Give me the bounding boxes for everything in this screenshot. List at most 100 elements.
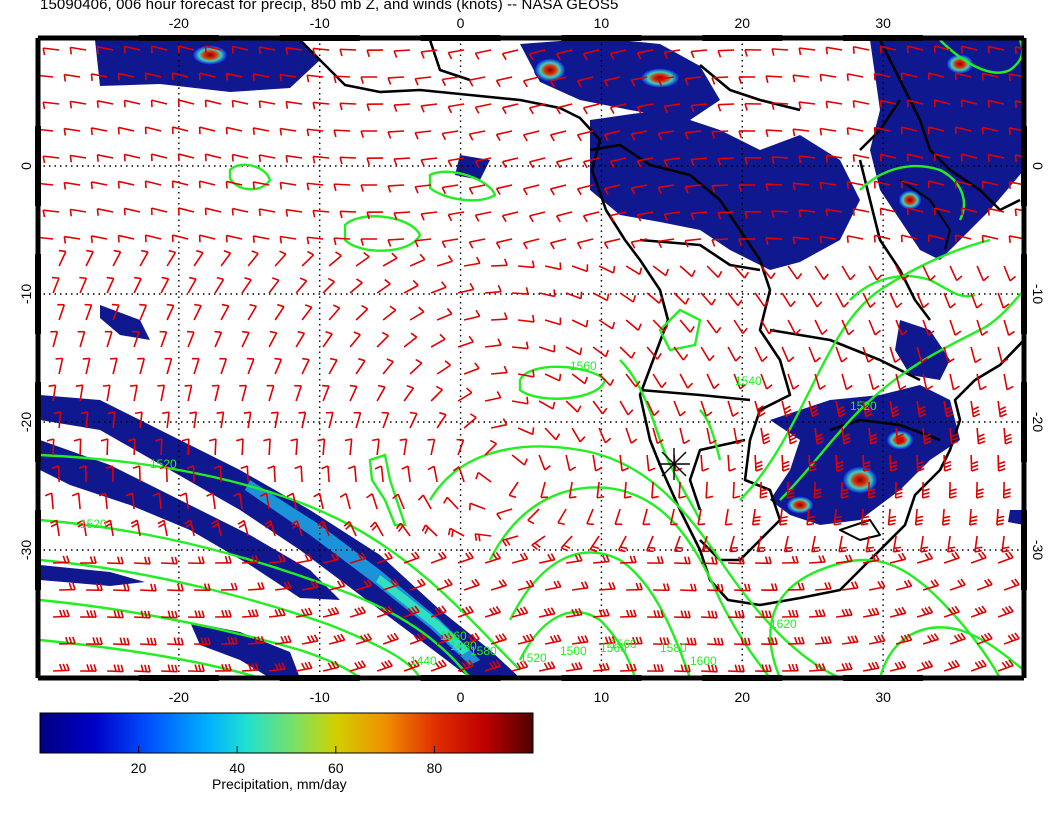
wind-barb (862, 553, 880, 564)
wind-barb (269, 554, 286, 564)
wind-barb (269, 662, 286, 672)
wind-barb (609, 157, 627, 168)
wind-barb (231, 45, 249, 54)
wind-barb (382, 305, 397, 321)
wind-barb (663, 103, 681, 113)
wind-barb (970, 551, 987, 564)
wind-barb (421, 524, 438, 537)
wind-barb (771, 102, 789, 110)
wind-barb (447, 103, 465, 114)
wind-barb (393, 157, 411, 166)
colorbar-tick-label: 60 (328, 760, 344, 776)
wind-barb (690, 49, 708, 59)
wind-barb (243, 411, 252, 429)
wind-barb (732, 481, 741, 499)
wind-barb (1025, 606, 1040, 617)
wind-barb (1031, 374, 1040, 390)
wind-barb (215, 555, 232, 564)
wind-barb (161, 610, 178, 619)
contour-label: 1580 (660, 641, 687, 655)
wind-barb (819, 181, 837, 190)
wind-barb (943, 346, 955, 364)
wind-barb (865, 535, 874, 553)
wind-barb (781, 400, 793, 418)
wind-barb (836, 662, 853, 672)
wind-barb (700, 292, 717, 306)
wind-barb (949, 427, 959, 445)
wind-barb (700, 454, 710, 472)
wind-barb (214, 276, 225, 294)
wind-barb (285, 46, 303, 55)
wind-barb (544, 580, 562, 591)
wind-barb (679, 373, 694, 389)
wind-barb (701, 535, 711, 553)
wind-barb (754, 346, 768, 362)
wind-barb (711, 76, 729, 85)
wind-barb (100, 438, 109, 456)
wind-barb (916, 400, 927, 418)
wind-barb (96, 46, 114, 54)
wind-barb (220, 250, 232, 267)
wind-barb (572, 581, 589, 591)
wind-barb (528, 49, 546, 61)
wind-barb (531, 535, 546, 551)
wind-barb (879, 45, 897, 54)
latitude-labels-right: 0 -10 -20 -30 (1030, 162, 1046, 560)
wind-barb (322, 660, 340, 672)
wind-barb (381, 411, 390, 429)
wind-barb (225, 180, 243, 189)
wind-barb (215, 663, 232, 672)
wind-barb (113, 583, 130, 592)
wind-barb (117, 126, 135, 135)
latitude-label: -30 (18, 540, 34, 560)
wind-barb (436, 307, 453, 321)
wind-barb (792, 128, 810, 137)
wind-barb (271, 411, 279, 429)
wind-barb (417, 494, 432, 510)
wind-barb (387, 238, 405, 247)
wind-barb (279, 235, 297, 244)
wind-barb (123, 99, 141, 108)
wind-barb (680, 583, 697, 592)
wind-barb (879, 153, 897, 162)
wind-barb (420, 157, 438, 167)
wind-barb (603, 130, 621, 142)
wind-barb (873, 126, 891, 135)
wind-barb (457, 659, 474, 672)
wind-barb (846, 181, 864, 189)
wind-barb (759, 481, 768, 499)
wind-barb (603, 184, 621, 196)
wind-barb (997, 659, 1014, 672)
wind-barb (468, 130, 486, 141)
wind-barb (701, 610, 718, 619)
wind-barb (916, 660, 934, 672)
wind-barb (841, 427, 851, 445)
wind-barb (652, 427, 664, 445)
wind-barb (409, 632, 426, 645)
wind-barb (322, 330, 333, 348)
wind-barb (933, 45, 951, 54)
wind-barb (727, 346, 742, 362)
wind-barb (517, 633, 535, 645)
wind-barb (239, 384, 248, 402)
wind-barb (625, 427, 638, 444)
wind-barb (609, 49, 627, 60)
wind-barb (452, 466, 465, 483)
wind-barb (295, 553, 313, 564)
wind-barb (285, 100, 303, 109)
wind-barb (107, 411, 116, 429)
wind-barb (652, 265, 670, 277)
wind-barb (868, 427, 878, 445)
wind-barb (258, 100, 276, 109)
wind-barb (976, 265, 990, 282)
wind-barb (355, 357, 366, 375)
wind-barb (132, 465, 141, 483)
wind-barb (241, 330, 250, 348)
wind-barb (403, 605, 420, 618)
wind-barb (279, 127, 297, 136)
wind-barb (623, 481, 632, 499)
wind-barb (150, 99, 168, 108)
wind-barb (755, 556, 772, 565)
wind-barb (376, 278, 391, 294)
wind-barb (673, 535, 683, 553)
